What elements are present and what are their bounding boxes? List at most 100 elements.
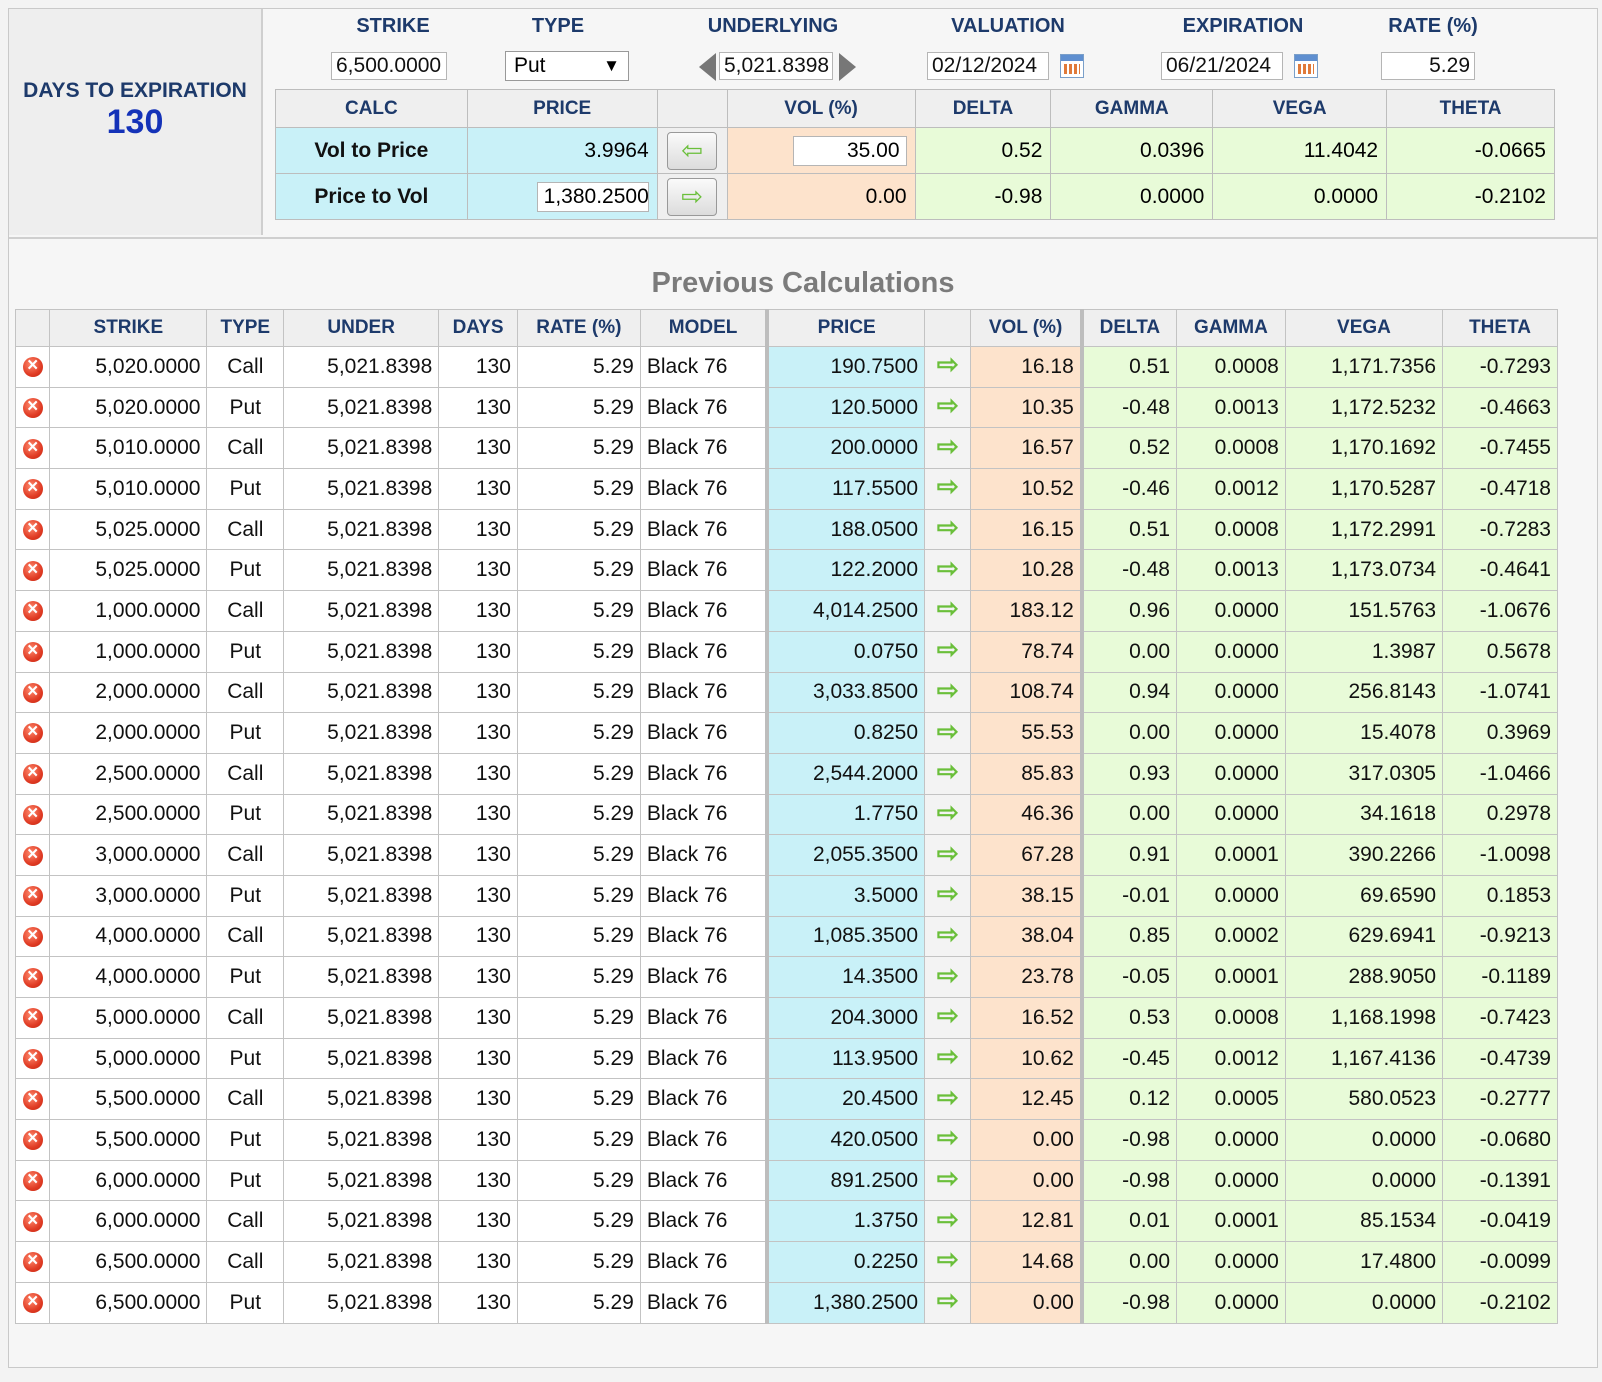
- cell-under: 5,021.8398: [283, 1159, 440, 1202]
- delete-icon[interactable]: [22, 558, 43, 582]
- recalc-button[interactable]: ⇨: [924, 793, 972, 836]
- cell-model: Black 76: [639, 1078, 768, 1121]
- delete-icon[interactable]: [22, 802, 43, 826]
- cell-theta: -0.2102: [1442, 1281, 1558, 1324]
- underlying-decrease-icon[interactable]: [699, 53, 716, 81]
- valuation-date-input[interactable]: 02/12/2024: [927, 52, 1049, 80]
- recalc-button[interactable]: ⇨: [924, 956, 972, 998]
- recalc-button[interactable]: ⇨: [924, 1200, 972, 1243]
- delete-icon[interactable]: [22, 1046, 43, 1070]
- cell-vol: 12.81: [970, 1200, 1083, 1243]
- cell-theta: -1.0466: [1442, 752, 1558, 795]
- cell-theta: -0.7423: [1442, 997, 1558, 1039]
- recalc-button[interactable]: ⇨: [924, 874, 972, 917]
- delete-icon[interactable]: [22, 1209, 43, 1233]
- delete-icon[interactable]: [22, 1168, 43, 1192]
- arrow-right-icon: ⇨: [936, 959, 959, 990]
- recalc-button[interactable]: ⇨: [924, 915, 972, 958]
- cell-under: 5,021.8398: [283, 468, 440, 510]
- delete-icon[interactable]: [22, 476, 43, 500]
- previous-calculations-table: STRIKE TYPE UNDER DAYS RATE (%) MODEL PR…: [14, 309, 1558, 1324]
- cell-price: 1.7750: [765, 793, 926, 836]
- delete-icon[interactable]: [22, 1127, 43, 1151]
- recalc-button[interactable]: ⇨: [924, 1119, 972, 1161]
- recalc-button[interactable]: ⇨: [924, 630, 972, 673]
- recalc-button[interactable]: ⇨: [924, 549, 972, 592]
- delete-icon[interactable]: [22, 843, 43, 867]
- delete-icon[interactable]: [22, 1290, 43, 1314]
- recalc-button[interactable]: ⇨: [924, 1037, 972, 1080]
- recalc-button[interactable]: ⇨: [924, 468, 972, 510]
- cell-model: Black 76: [639, 793, 768, 836]
- delete-icon[interactable]: [22, 761, 43, 785]
- vol-input[interactable]: 35.00: [792, 135, 907, 166]
- type-select[interactable]: Put ▼: [505, 51, 629, 81]
- delete-icon[interactable]: [22, 680, 43, 704]
- price-input[interactable]: 1,380.2500: [536, 181, 649, 212]
- delete-icon[interactable]: [22, 354, 43, 378]
- underlying-input[interactable]: 5,021.8398: [719, 52, 833, 80]
- valuation-calendar-icon[interactable]: [1060, 54, 1084, 78]
- cell-days: 130: [438, 427, 518, 470]
- expiration-calendar-icon[interactable]: [1294, 54, 1318, 78]
- underlying-increase-icon[interactable]: [839, 53, 856, 81]
- delete-icon[interactable]: [22, 517, 43, 541]
- cell-rate: 5.29: [516, 1037, 641, 1080]
- price-to-vol-button[interactable]: ⇨: [667, 177, 718, 216]
- cell-theta: 0.1853: [1442, 874, 1558, 917]
- recalc-button[interactable]: ⇨: [924, 712, 972, 754]
- cell-type: Put: [206, 1119, 285, 1161]
- recalc-button[interactable]: ⇨: [924, 427, 972, 470]
- delete-icon[interactable]: [22, 965, 43, 989]
- cell-vega: 1,173.0734: [1284, 549, 1444, 592]
- cell-theta: -1.0741: [1442, 671, 1558, 714]
- cell-delta: 0.01: [1079, 1200, 1177, 1243]
- cell-price: 122.2000: [765, 549, 926, 592]
- delete-icon[interactable]: [22, 883, 43, 907]
- recalc-button[interactable]: ⇨: [924, 997, 972, 1039]
- delete-icon[interactable]: [22, 1087, 43, 1111]
- delete-icon[interactable]: [22, 639, 43, 663]
- cell-gamma: 0.0000: [1176, 1241, 1286, 1283]
- recalc-button[interactable]: ⇨: [924, 1241, 972, 1283]
- expiration-date-input[interactable]: 06/21/2024: [1161, 52, 1283, 80]
- recalc-button[interactable]: ⇨: [924, 671, 972, 714]
- underlying-header: UNDERLYING: [707, 15, 839, 37]
- delete-icon[interactable]: [22, 924, 43, 948]
- recalc-button[interactable]: ⇨: [924, 508, 972, 551]
- cell-rate: 5.29: [516, 712, 641, 754]
- cell-days: 130: [438, 386, 518, 429]
- cell-rate: 5.29: [516, 1078, 641, 1121]
- recalc-button[interactable]: ⇨: [924, 1078, 972, 1121]
- rate-input[interactable]: 5.29: [1381, 52, 1475, 80]
- recalc-button[interactable]: ⇨: [924, 834, 972, 876]
- cell-delta: 0.93: [1079, 752, 1177, 795]
- recalc-button[interactable]: ⇨: [924, 1159, 972, 1202]
- arrow-right-icon: ⇨: [936, 837, 959, 868]
- delete-icon[interactable]: [22, 395, 43, 419]
- vol-to-price-button[interactable]: ⇦: [667, 131, 718, 170]
- cell-vol: 10.35: [970, 386, 1083, 429]
- cell-model: Black 76: [639, 997, 768, 1039]
- cell-gamma: 0.0000: [1176, 1119, 1286, 1161]
- recalc-button[interactable]: ⇨: [924, 346, 972, 388]
- recalc-button[interactable]: ⇨: [924, 1281, 972, 1324]
- recalc-button[interactable]: ⇨: [924, 386, 972, 429]
- recalc-button[interactable]: ⇨: [924, 590, 972, 632]
- delete-icon[interactable]: [22, 436, 43, 460]
- cell-model: Black 76: [639, 590, 768, 632]
- cell-type: Call: [206, 1078, 285, 1121]
- cell-theta: 0.3969: [1442, 712, 1558, 754]
- cell-theta: -0.4739: [1442, 1037, 1558, 1080]
- recalc-button[interactable]: ⇨: [924, 752, 972, 795]
- delete-icon[interactable]: [22, 1005, 43, 1029]
- cell-vol: 0.00: [970, 1281, 1083, 1324]
- strike-input[interactable]: 6,500.0000: [331, 52, 447, 80]
- cell-model: Black 76: [639, 1200, 768, 1243]
- delete-icon[interactable]: [22, 598, 43, 622]
- delete-icon[interactable]: [22, 1249, 43, 1273]
- delete-icon[interactable]: [22, 720, 43, 744]
- cell-type: Put: [206, 793, 285, 836]
